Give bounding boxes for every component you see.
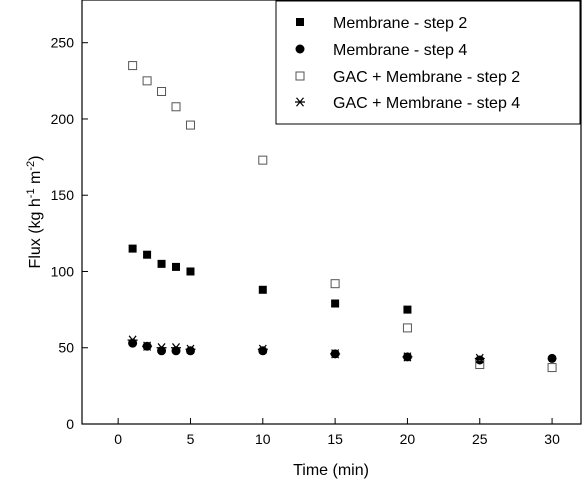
y-tick-label: 0 xyxy=(66,416,74,432)
data-point xyxy=(474,353,485,364)
y-axis-title-main: Flux (kg h xyxy=(27,198,44,268)
data-point xyxy=(128,244,137,253)
data-point xyxy=(185,120,195,130)
legend-box xyxy=(275,0,581,125)
data-point xyxy=(547,353,557,363)
legend-label-gac-membrane-step-4: GAC + Membrane - step 4 xyxy=(333,95,520,112)
data-point xyxy=(143,250,152,259)
data-point xyxy=(171,102,181,112)
y-axis-title-exp1: -1 xyxy=(25,188,37,198)
y-tick-label: 100 xyxy=(51,263,75,279)
x-axis-title: Time (min) xyxy=(293,462,369,479)
data-point xyxy=(258,285,267,294)
y-tick-label: 150 xyxy=(51,187,75,203)
data-point xyxy=(402,352,413,362)
data-point xyxy=(547,363,557,373)
data-point xyxy=(186,267,195,276)
data-point xyxy=(142,341,153,351)
x-tick-label: 0 xyxy=(114,431,122,447)
data-point xyxy=(171,343,182,353)
x-axis-ticks: 0 5 10 15 20 25 30 xyxy=(114,418,560,447)
y-tick-label: 250 xyxy=(51,35,75,51)
legend-label-membrane-step-4: Membrane - step 4 xyxy=(333,42,467,59)
data-point xyxy=(330,349,341,359)
legend: Membrane - step 2 Membrane - step 4 GAC … xyxy=(275,0,581,125)
y-axis-title: Flux (kg h-1 m-2) xyxy=(25,156,44,269)
y-axis-ticks: 0 50 100 150 200 250 xyxy=(51,35,88,432)
y-axis-title-exp2: -2 xyxy=(25,161,37,171)
data-point xyxy=(258,346,268,356)
data-point xyxy=(127,335,138,345)
legend-markers xyxy=(295,18,305,107)
plot-frame xyxy=(81,0,582,425)
data-point xyxy=(128,338,138,348)
data-points xyxy=(127,61,557,373)
data-point xyxy=(475,360,485,370)
x-tick-label: 25 xyxy=(472,431,488,447)
data-point xyxy=(157,259,166,268)
x-tick-label: 10 xyxy=(255,431,271,447)
data-point xyxy=(157,87,167,97)
data-point xyxy=(475,355,485,365)
data-point xyxy=(295,44,305,54)
data-point xyxy=(403,305,412,314)
data-point xyxy=(142,76,152,86)
data-point xyxy=(172,262,181,271)
x-tick-label: 30 xyxy=(544,431,560,447)
data-point xyxy=(295,71,305,81)
data-point xyxy=(257,344,268,354)
x-tick-label: 5 xyxy=(187,431,195,447)
data-point xyxy=(330,279,340,289)
y-tick-label: 200 xyxy=(51,111,75,127)
legend-label-gac-membrane-step-2: GAC + Membrane - step 2 xyxy=(333,69,520,86)
legend-label-membrane-step-2: Membrane - step 2 xyxy=(333,15,467,32)
y-tick-label: 50 xyxy=(58,340,74,356)
x-tick-label: 20 xyxy=(400,431,416,447)
data-point xyxy=(185,344,196,354)
data-point xyxy=(258,155,268,165)
data-point xyxy=(171,346,181,356)
data-point xyxy=(157,346,167,356)
data-point xyxy=(295,97,305,107)
data-point xyxy=(296,18,304,26)
data-point xyxy=(331,299,340,308)
y-axis-title-mid: m xyxy=(27,171,44,189)
data-point xyxy=(156,343,167,353)
data-point xyxy=(402,323,412,333)
x-tick-label: 15 xyxy=(327,431,343,447)
data-point xyxy=(128,61,138,71)
y-axis-title-end: ) xyxy=(27,156,44,161)
data-point xyxy=(185,346,195,356)
